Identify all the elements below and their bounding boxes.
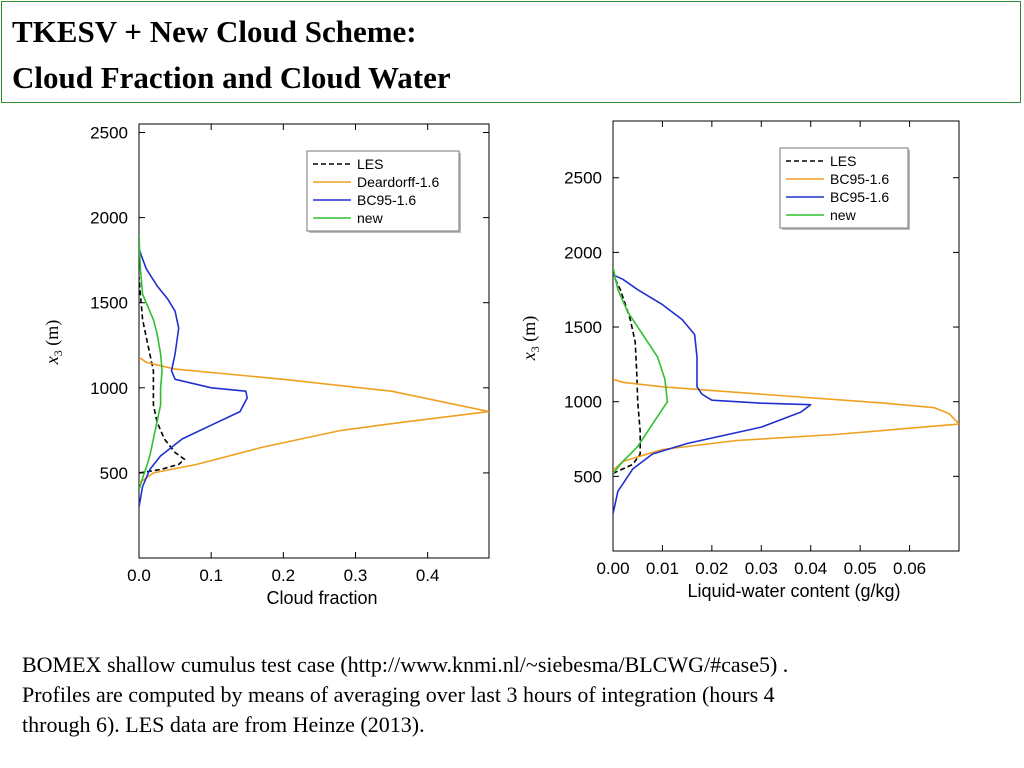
- x-tick-label: 0.0: [127, 566, 151, 585]
- y-tick-label: 500: [574, 467, 602, 486]
- y-tick-label: 1500: [564, 318, 602, 337]
- y-tick-label: 2500: [564, 169, 602, 188]
- y-axis-label: x3 (m): [42, 320, 65, 366]
- x-tick-label: 0.00: [596, 559, 629, 578]
- legend-label-4: new: [357, 210, 384, 226]
- series-line-1: [139, 277, 186, 474]
- series-line-4: [613, 267, 669, 474]
- y-tick-label: 500: [100, 464, 128, 483]
- chart-2: 0.00 0.01 0.02 0.03 0.04 0.05 0.06 500 1000 1500 2…: [519, 120, 960, 601]
- x-axis-label: Cloud fraction: [266, 588, 377, 608]
- y-axis-label-var: x: [42, 356, 62, 365]
- y-tick-label: 2500: [90, 124, 128, 143]
- legend-label-4: new: [830, 207, 857, 223]
- y-tick-label: 1500: [90, 294, 128, 313]
- series-group: [139, 234, 489, 508]
- chart-1: 0.0 0.1 0.2 0.3 0.4 500 1000 1500 2000 2500 Cloud …: [42, 123, 490, 608]
- x-tick-label: 0.02: [695, 559, 728, 578]
- legend-label-1: LES: [830, 153, 856, 169]
- legend-label-2: Deardorff-1.6: [357, 174, 439, 190]
- y-axis-label-unit: (m): [519, 316, 540, 347]
- x-tick-label: 0.1: [199, 566, 223, 585]
- x-tick-label: 0.2: [272, 566, 296, 585]
- series-group: [613, 267, 959, 514]
- x-tick-label: 0.01: [646, 559, 679, 578]
- caption-line-3: through 6). LES data are from Heinze (20…: [22, 712, 425, 737]
- plot-frame: [612, 120, 960, 552]
- y-tick-label: 1000: [90, 379, 128, 398]
- caption-line-1: BOMEX shallow cumulus test case (http://…: [22, 652, 789, 677]
- legend-label-3: BC95-1.6: [357, 192, 416, 208]
- series-line-3: [613, 274, 812, 514]
- x-tick-label: 0.04: [794, 559, 827, 578]
- y-axis-label-sub: 3: [528, 346, 542, 352]
- x-tick-label: 0.4: [416, 566, 440, 585]
- x-tick-label: 0.06: [893, 559, 926, 578]
- x-tick-label: 0.3: [344, 566, 368, 585]
- y-axis-label-var: x: [519, 352, 539, 361]
- page-title-line-1: TKESV + New Cloud Scheme:: [12, 14, 417, 49]
- y-tick-label: 2000: [564, 243, 602, 262]
- x-tick-label: 0.05: [844, 559, 877, 578]
- y-axis-label: x3 (m): [519, 316, 542, 362]
- series-line-2: [139, 356, 489, 484]
- y-tick-label: 1000: [564, 393, 602, 412]
- series-line-1: [613, 274, 642, 475]
- plot-frame: [138, 123, 490, 559]
- series-line-4: [139, 234, 163, 491]
- y-axis-label-unit: (m): [42, 320, 63, 351]
- y-axis-label-sub: 3: [51, 350, 65, 356]
- x-axis-label: Liquid-water content (g/kg): [687, 581, 900, 601]
- charts-canvas: 0.0 0.1 0.2 0.3 0.4 500 1000 1500 2000 2500 Cloud …: [42, 120, 960, 608]
- legend-label-2: BC95-1.6: [830, 171, 889, 187]
- series-line-2: [613, 378, 959, 471]
- legend-label-1: LES: [357, 156, 383, 172]
- x-tick-label: 0.03: [745, 559, 778, 578]
- y-tick-label: 2000: [90, 209, 128, 228]
- series-line-3: [139, 247, 248, 508]
- caption: BOMEX shallow cumulus test case (http://…: [22, 650, 1012, 740]
- title-box: TKESV + New Cloud Scheme: Cloud Fraction…: [1, 1, 1021, 103]
- legend-label-3: BC95-1.6: [830, 189, 889, 205]
- page-title-line-2: Cloud Fraction and Cloud Water: [12, 60, 451, 95]
- caption-line-2: Profiles are computed by means of averag…: [22, 682, 775, 707]
